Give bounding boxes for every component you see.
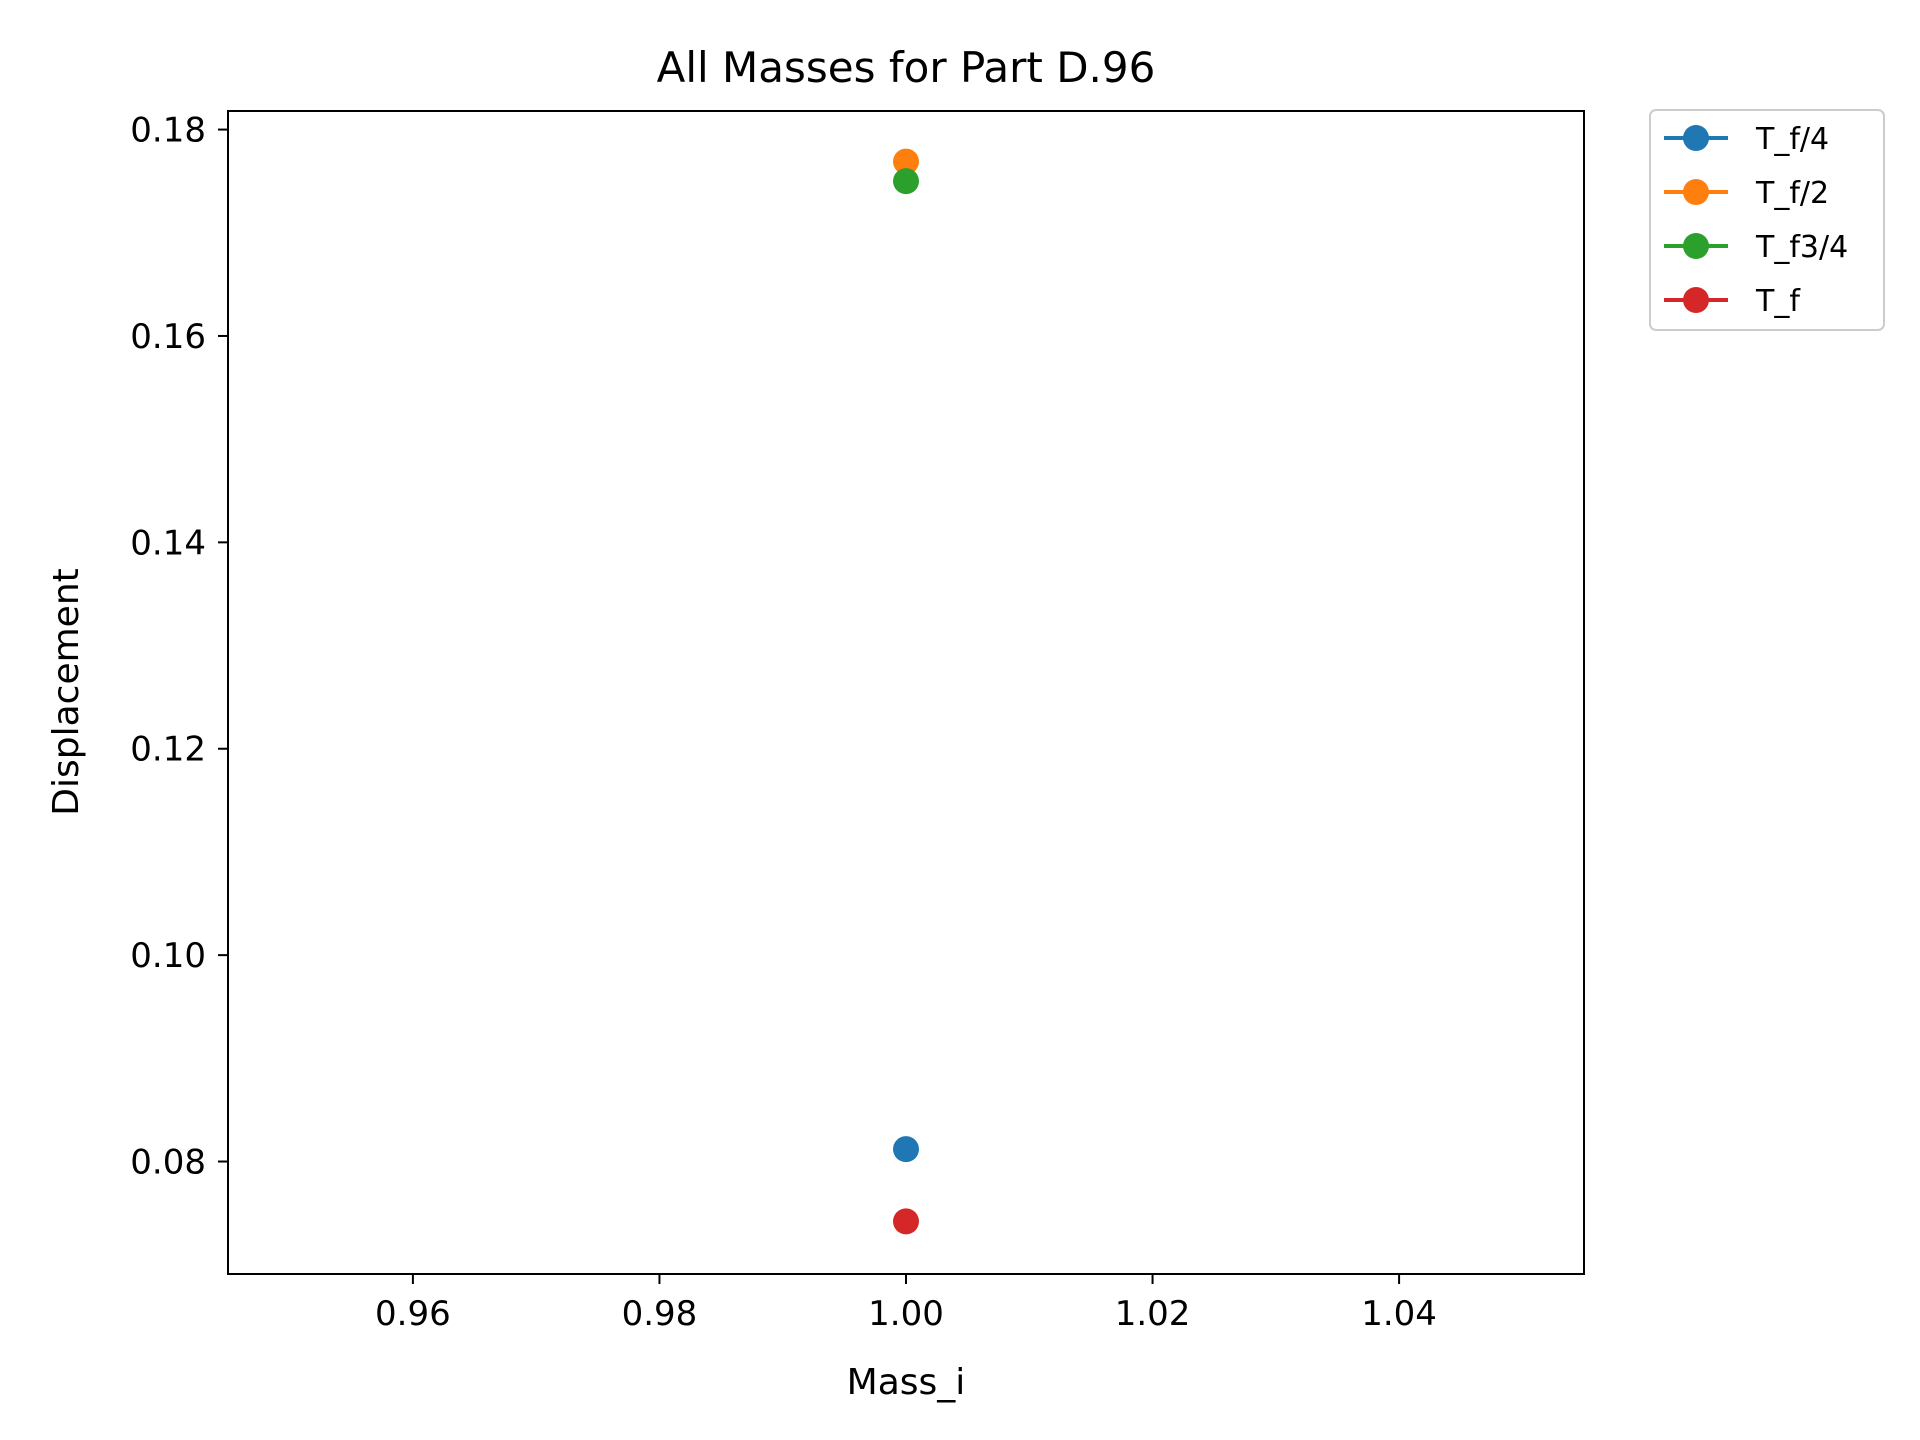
y-axis-label: Displacement [46,568,87,815]
x-tick-label: 1.04 [1361,1294,1437,1334]
y-tick-label: 0.08 [130,1143,206,1183]
y-tick-label: 0.14 [130,523,206,563]
legend-label-series-4: T_f [1755,284,1801,319]
y-tick-label: 0.10 [130,936,206,976]
legend-label-series-2: T_f/2 [1755,176,1829,211]
y-tick-label: 0.18 [130,111,206,151]
y-axis-ticks: 0.08 0.10 0.12 0.14 0.16 0.18 [130,111,228,1183]
data-points [893,148,919,1235]
data-point-series-4 [893,1208,919,1235]
legend-marker-series-2 [1683,179,1709,205]
x-tick-label: 0.98 [622,1294,698,1334]
legend-marker-series-3 [1683,233,1709,259]
data-point-series-3 [893,168,919,195]
chart-title: All Masses for Part D.96 [657,43,1156,92]
legend-label-series-3: T_f3/4 [1755,230,1848,265]
y-tick-label: 0.12 [130,730,206,770]
x-axis-ticks: 0.96 0.98 1.00 1.02 1.04 [375,1274,1437,1334]
x-axis-label: Mass_i [847,1362,966,1403]
data-point-series-1 [893,1136,919,1163]
legend-marker-series-4 [1683,287,1709,313]
y-tick-label: 0.16 [130,317,206,357]
legend-marker-series-1 [1683,125,1709,151]
legend-frame [1649,109,1885,331]
x-tick-label: 1.00 [868,1294,944,1334]
data-point-series-2 [893,148,919,175]
x-tick-label: 0.96 [375,1294,451,1334]
legend-label-series-1: T_f/4 [1755,122,1829,157]
plot-area [227,110,1585,1275]
legend: T_f/4 T_f/2 T_f3/4 T_f [1649,109,1885,331]
x-tick-label: 1.02 [1115,1294,1191,1334]
